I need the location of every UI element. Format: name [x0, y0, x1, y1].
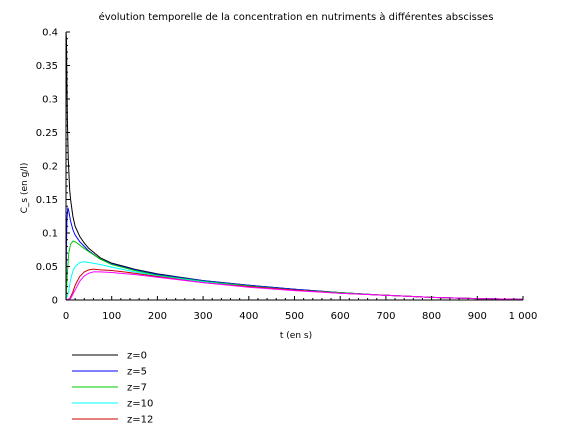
y-tick-label: 0.35	[36, 61, 58, 72]
x-ticks: 0 100 200 300 400 500 600 700 800 900 1 000	[63, 296, 538, 322]
x-tick-label: 600	[331, 311, 350, 322]
series-line-z-12	[65, 268, 524, 301]
x-tick-label: 900	[468, 311, 487, 322]
legend: z=0z=5z=7z=10z=12z=13	[72, 351, 153, 431]
y-tick-label: 0.1	[42, 229, 58, 240]
legend-label: z=5	[127, 367, 147, 378]
x-tick-label: 0	[63, 311, 69, 322]
y-tick-label: 0.3	[42, 95, 58, 106]
legend-label: z=10	[127, 399, 153, 410]
y-tick-label: 0.05	[36, 262, 58, 273]
chart-title: évolution temporelle de la concentration…	[99, 11, 494, 23]
y-tick-label: 0.4	[42, 28, 58, 39]
series-line-z-7	[65, 240, 524, 301]
series-line-z-10	[65, 261, 524, 301]
x-tick-label: 1 000	[509, 311, 538, 322]
legend-label: z=12	[127, 415, 153, 426]
series-line-z-5	[65, 207, 524, 301]
series-layer	[65, 31, 524, 301]
series-line-z-0	[65, 31, 524, 300]
y-ticks: 0 0.05 0.1 0.15 0.2 0.25 0.3 0.35 0.4	[36, 28, 70, 307]
x-tick-label: 400	[239, 311, 258, 322]
x-tick-label: 700	[376, 311, 395, 322]
legend-label: z=7	[127, 383, 147, 394]
series-line-z-13	[65, 271, 524, 301]
x-tick-label: 200	[148, 311, 167, 322]
y-tick-label: 0.25	[36, 128, 58, 139]
legend-label: z=0	[127, 351, 147, 362]
y-tick-label: 0.2	[42, 162, 58, 173]
x-axis-label: t (en s)	[280, 331, 312, 341]
x-tick-label: 300	[194, 311, 213, 322]
x-tick-label: 100	[102, 311, 121, 322]
y-tick-label: 0	[52, 296, 58, 307]
y-axis-label: C_s (en g/l)	[20, 163, 30, 214]
y-tick-label: 0.15	[36, 195, 58, 206]
x-tick-label: 800	[422, 311, 441, 322]
x-tick-label: 500	[285, 311, 304, 322]
